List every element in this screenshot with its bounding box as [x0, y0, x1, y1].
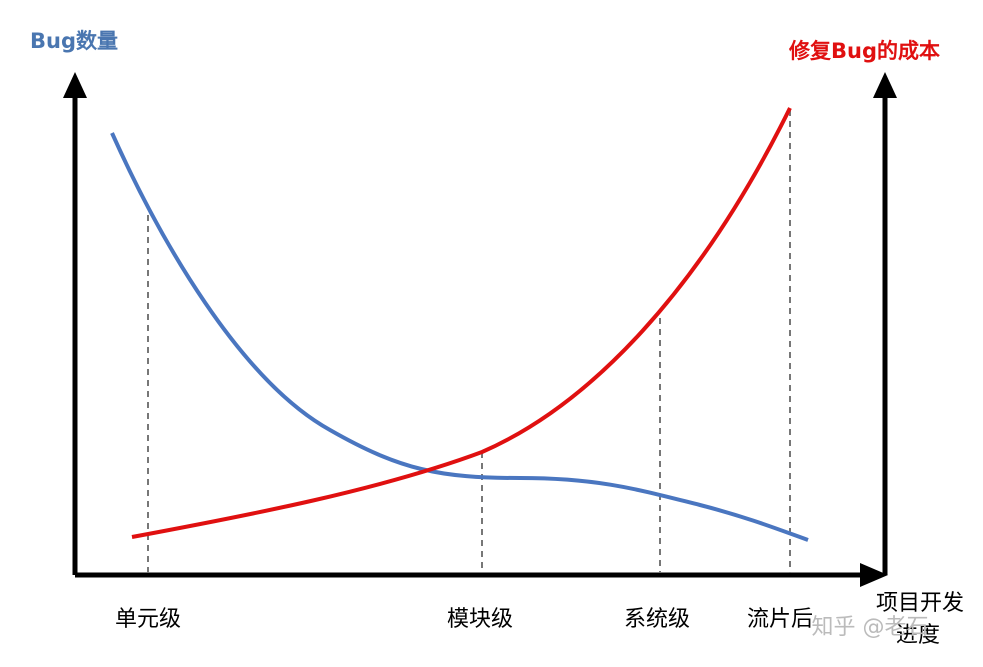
guides [147, 110, 791, 573]
stage-label: 系统级 [624, 607, 690, 632]
watermark: 知乎 @老石 [812, 615, 929, 640]
x-axis-label: 项目开发 [876, 591, 964, 616]
left-arrow [63, 72, 87, 98]
x-arrow [860, 563, 888, 587]
stage-label: 单元级 [115, 607, 181, 632]
left-axis-label: Bug数量 [30, 29, 118, 53]
x-axis-label: 进度 [896, 623, 940, 648]
fix-cost-curve [131, 107, 792, 539]
stage-label: 模块级 [447, 607, 513, 632]
right-arrow [873, 72, 897, 98]
bug-count-curve [110, 132, 809, 542]
stage-label: 流片后 [747, 607, 813, 632]
right-axis-label: 修复Bug的成本 [788, 39, 940, 63]
